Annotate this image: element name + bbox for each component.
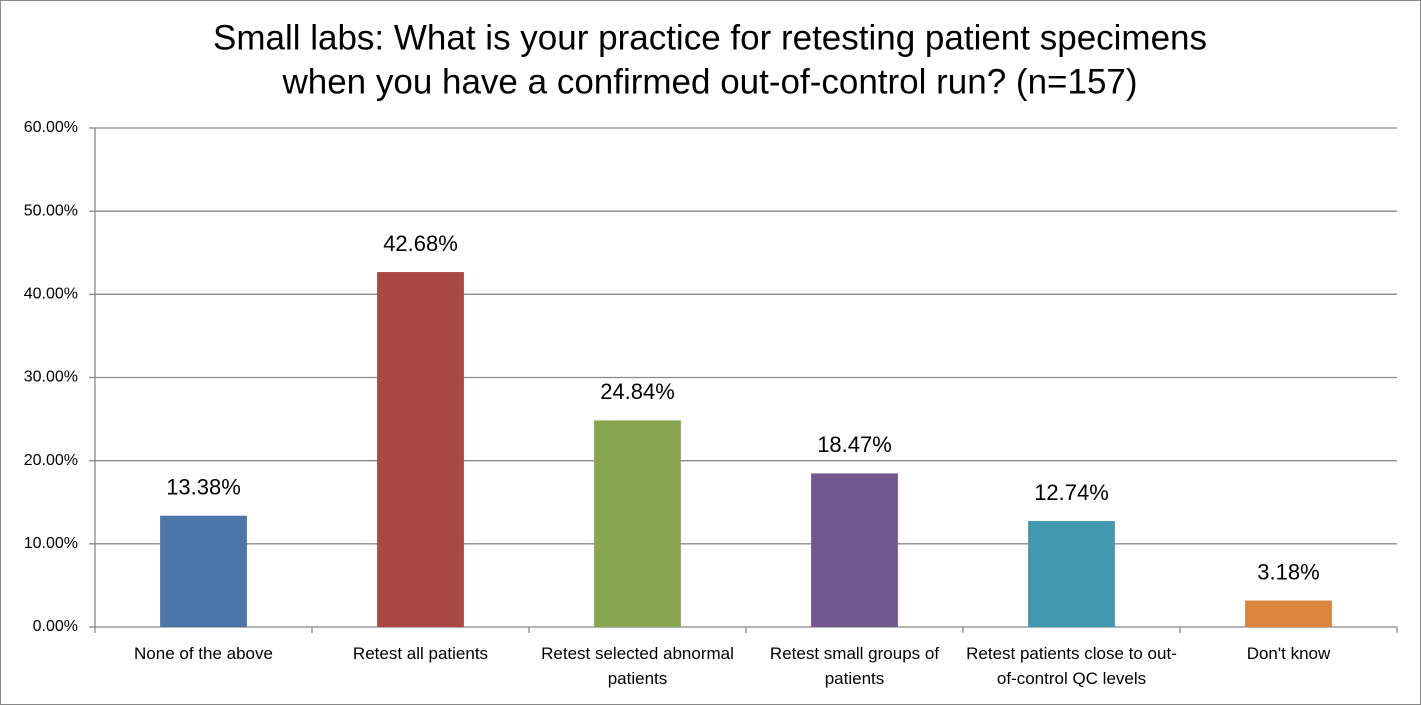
bar xyxy=(377,272,464,627)
chart-title: Small labs: What is your practice for re… xyxy=(213,18,1207,57)
value-label: 18.47% xyxy=(817,432,892,457)
x-tick-label: Retest all patients xyxy=(352,644,489,663)
x-tick-label: Retest patients close to out-of-control … xyxy=(966,644,1177,688)
value-label: 3.18% xyxy=(1257,559,1319,584)
value-label: 13.38% xyxy=(166,475,241,500)
value-label: 42.68% xyxy=(383,231,458,256)
bar xyxy=(594,420,681,627)
x-tick-label: Retest selected abnormal patients xyxy=(541,644,734,688)
x-tick-label: Retest small groups of patients xyxy=(769,644,940,688)
chart-title: when you have a confirmed out-of-control… xyxy=(281,62,1137,101)
y-tick-label: 50.00% xyxy=(24,202,78,219)
bar xyxy=(811,473,898,627)
value-label: 12.74% xyxy=(1034,480,1109,505)
y-tick-label: 10.00% xyxy=(24,535,78,552)
bar xyxy=(1245,600,1332,627)
value-label: 24.84% xyxy=(600,379,675,404)
x-tick-label: Don't know xyxy=(1246,644,1331,663)
y-tick-label: 60.00% xyxy=(24,119,78,136)
x-tick-label: None of the above xyxy=(134,644,273,663)
y-tick-label: 20.00% xyxy=(24,452,78,469)
bar xyxy=(160,515,247,627)
y-tick-label: 40.00% xyxy=(24,286,78,303)
bar xyxy=(1028,521,1115,627)
y-tick-label: 0.00% xyxy=(33,618,78,635)
y-tick-label: 30.00% xyxy=(24,369,78,386)
